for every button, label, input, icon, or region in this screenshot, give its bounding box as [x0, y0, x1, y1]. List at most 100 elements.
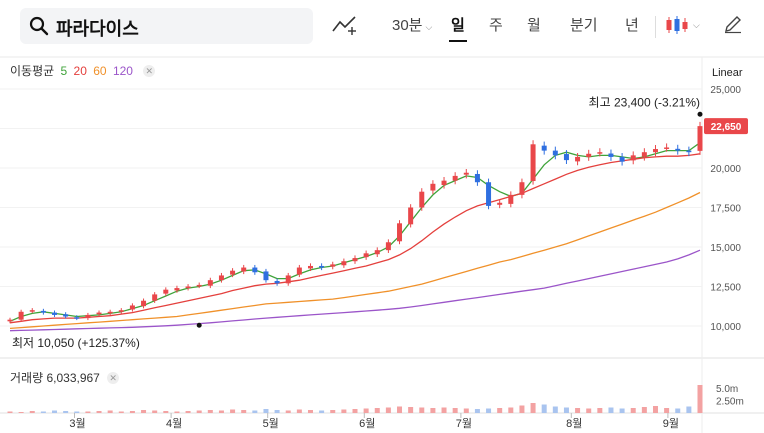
candle-body	[207, 280, 213, 286]
candle-body	[597, 152, 603, 154]
candle-body	[230, 270, 236, 275]
low-annotation: 최저 10,050 (+125.37%)	[12, 336, 140, 350]
search-icon[interactable]	[29, 16, 49, 41]
volume-bar	[397, 406, 403, 413]
svg-text:⌵: ⌵	[693, 20, 700, 30]
y-tick-label: 15,000	[710, 243, 741, 254]
candle-body	[252, 267, 258, 273]
candle-body	[29, 310, 35, 312]
tab-year[interactable]: 년	[625, 17, 639, 34]
volume-bar	[319, 410, 325, 413]
volume-bar	[218, 410, 224, 413]
candle-body	[397, 223, 403, 242]
close-icon[interactable]: ✕	[143, 65, 156, 77]
ma120-label[interactable]: 120	[112, 64, 133, 78]
volume-bar	[141, 410, 147, 413]
ma20-label[interactable]: 20	[73, 64, 87, 78]
candle-body	[141, 300, 147, 307]
volume-legend: 거래량 6,033,967 ✕	[10, 369, 120, 386]
candle-body	[441, 180, 447, 186]
volume-bar	[52, 410, 58, 413]
volume-bar	[341, 409, 347, 413]
candle-body	[385, 242, 391, 251]
chevron-down-icon: ⌵	[425, 22, 433, 32]
volume-bar	[664, 408, 670, 413]
volume-bar	[330, 410, 336, 413]
scale-mode-toggle[interactable]: Linear	[712, 67, 743, 79]
ma60-label[interactable]: 60	[93, 64, 107, 78]
volume-bar	[129, 411, 135, 413]
toolbar: 파라다이스 30분 ⌵ 일 주 월 분기 년 ⌵	[0, 0, 764, 56]
candle-body	[575, 156, 581, 162]
x-tick-label: 7월	[456, 417, 472, 430]
search-query[interactable]: 파라다이스	[56, 19, 139, 39]
volume-bar	[174, 411, 180, 413]
divider	[655, 16, 656, 38]
high-marker	[697, 111, 703, 117]
volume-bar	[619, 408, 625, 413]
x-tick-label: 3월	[69, 417, 85, 430]
volume-bar	[363, 408, 369, 413]
candle-body	[530, 144, 536, 182]
candle-body	[430, 183, 436, 191]
tab-week[interactable]: 주	[489, 17, 503, 34]
candle-body	[85, 314, 91, 319]
volume-bar	[608, 407, 614, 413]
volume-bar	[575, 408, 581, 413]
volume-bar	[207, 410, 213, 413]
tab-month[interactable]: 월	[527, 17, 541, 34]
pencil-icon[interactable]	[723, 14, 743, 39]
candle-body	[552, 150, 558, 156]
volume-bar	[40, 411, 46, 413]
volume-bar	[463, 408, 469, 413]
candle-body	[63, 314, 69, 317]
ma-label: 이동평균	[10, 64, 55, 78]
candle-body	[74, 317, 80, 319]
candle-body	[7, 319, 13, 322]
ma60-line	[9, 191, 701, 330]
active-tab-indicator	[449, 40, 467, 42]
candlestick-icon[interactable]: ⌵	[665, 14, 701, 41]
volume-bar	[285, 410, 291, 413]
candle-body	[586, 153, 592, 157]
low-marker	[196, 322, 202, 328]
volume-bar	[686, 406, 692, 413]
y-tick-label: 10,000	[710, 322, 741, 333]
volume-tick-label: 2.50m	[716, 397, 744, 408]
trend-line-icon[interactable]	[331, 14, 357, 41]
search-box[interactable]: 파라다이스	[20, 8, 313, 44]
volume-bar	[497, 408, 503, 413]
candle-body	[563, 154, 569, 161]
candle-body	[619, 156, 625, 162]
candle-body	[152, 294, 158, 301]
candle-body	[18, 311, 24, 320]
volume-bar	[563, 407, 569, 413]
close-icon[interactable]: ✕	[107, 372, 120, 384]
volume-bar	[152, 410, 158, 413]
x-tick-label: 8월	[566, 417, 582, 430]
ma5-label[interactable]: 5	[60, 64, 68, 78]
volume-bar	[63, 411, 69, 413]
candle-body	[486, 182, 492, 206]
tab-quarter[interactable]: 분기	[570, 17, 598, 34]
candle-body	[641, 152, 647, 157]
candle-body	[519, 182, 525, 195]
candle-body	[241, 267, 247, 272]
volume-bar	[118, 411, 124, 413]
ma120-line	[9, 249, 701, 332]
volume-bar	[263, 409, 269, 413]
volume-bar	[441, 407, 447, 413]
tab-day[interactable]: 일	[451, 17, 465, 34]
candle-body	[296, 267, 302, 275]
volume-bar	[230, 409, 236, 413]
interval-select[interactable]: 30분 ⌵	[392, 17, 433, 34]
volume-bar	[552, 406, 558, 413]
high-annotation: 최고 23,400 (-3.21%)	[589, 95, 700, 109]
candle-body	[319, 265, 325, 268]
candle-body	[697, 126, 703, 151]
volume-label: 거래량	[10, 371, 44, 385]
candle-body	[541, 145, 547, 151]
volume-tick-label: 5.0m	[716, 384, 738, 395]
candle-body	[664, 147, 670, 149]
